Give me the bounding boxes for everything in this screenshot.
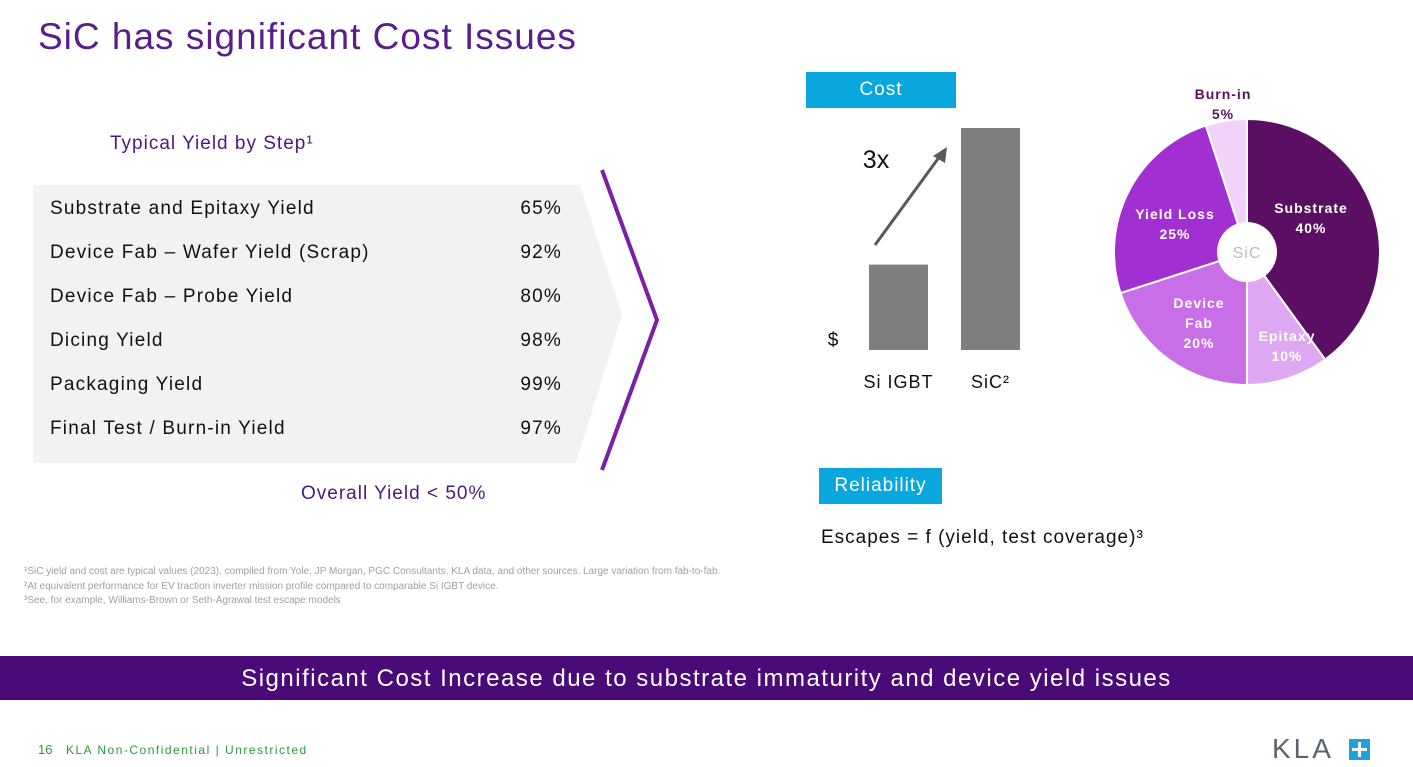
pie-slice xyxy=(1246,248,1327,387)
pie-value-label: 40% xyxy=(1295,220,1327,236)
pie-slice xyxy=(1119,250,1248,387)
step-yield: 99% xyxy=(520,374,562,395)
pie-label: Yield Loss 25% xyxy=(1125,204,1225,244)
pie-label: Burn-in 5% xyxy=(1183,84,1263,124)
table-panel xyxy=(33,185,622,463)
pie-slice xyxy=(1204,117,1248,253)
pie-category: Device Fab xyxy=(1173,295,1225,331)
bar xyxy=(869,264,928,350)
logo: KLA xyxy=(1272,733,1334,764)
pie-value-label: 10% xyxy=(1271,348,1303,364)
step-name: Packaging Yield xyxy=(50,374,204,395)
pie-slice xyxy=(1113,124,1249,295)
step-name: Device Fab – Wafer Yield (Scrap) xyxy=(50,242,370,263)
pie-label: Device Fab 20% xyxy=(1169,293,1229,353)
pie-category: Yield Loss xyxy=(1135,206,1215,222)
step-yield: 80% xyxy=(520,286,562,307)
step-name: Final Test / Burn-in Yield xyxy=(50,418,286,439)
footnote: ²At equivalent performance for EV tracti… xyxy=(24,581,499,592)
pie-value-label: 25% xyxy=(1159,226,1191,242)
arrow-head xyxy=(933,147,947,163)
step-name: Dicing Yield xyxy=(50,330,164,351)
pie-category: Burn-in xyxy=(1194,86,1252,102)
banner xyxy=(0,656,1413,700)
pie-center-label: SiC xyxy=(1233,245,1262,262)
slide-title: SiC has significant Cost Issues xyxy=(38,16,577,57)
pie-label: Substrate 40% xyxy=(1256,198,1366,238)
step-yield: 97% xyxy=(520,418,562,439)
step-name: Substrate and Epitaxy Yield xyxy=(50,198,315,219)
banner-text: Significant Cost Increase due to substra… xyxy=(241,665,1172,692)
annotation: 3x xyxy=(863,146,890,174)
x-tick-label: Si IGBT xyxy=(863,372,933,392)
step-name: Device Fab – Probe Yield xyxy=(50,286,294,307)
footnote: ³See, for example, Williams-Brown or Set… xyxy=(24,595,341,606)
pie-category: Epitaxy xyxy=(1258,328,1316,344)
overall-yield: Overall Yield < 50% xyxy=(301,483,487,504)
table-heading: Typical Yield by Step¹ xyxy=(110,133,314,154)
step-yield: 65% xyxy=(520,198,562,219)
x-tick-label: SiC² xyxy=(971,372,1010,392)
chevron xyxy=(600,169,660,471)
page-number: 16 xyxy=(38,742,53,757)
escapes-formula: Escapes = f (yield, test coverage)³ xyxy=(821,527,1144,548)
arrow-line xyxy=(873,155,942,246)
bar xyxy=(961,128,1020,350)
cost-tag: Cost xyxy=(806,72,956,108)
pie-category: Substrate xyxy=(1274,200,1348,216)
reliability-tag: Reliability xyxy=(819,468,942,504)
pie-label: Epitaxy 10% xyxy=(1252,326,1322,366)
pie-value-label: 20% xyxy=(1183,335,1215,351)
pie-center xyxy=(1217,222,1277,282)
footnote: ¹SiC yield and cost are typical values (… xyxy=(24,566,721,577)
y-axis-label: $ xyxy=(828,330,839,351)
confidentiality: KLA Non-Confidential | Unrestricted xyxy=(66,743,308,757)
step-yield: 92% xyxy=(520,242,562,263)
step-yield: 98% xyxy=(520,330,562,351)
pie-slice xyxy=(1246,117,1381,361)
pie-value-label: 5% xyxy=(1211,106,1235,122)
